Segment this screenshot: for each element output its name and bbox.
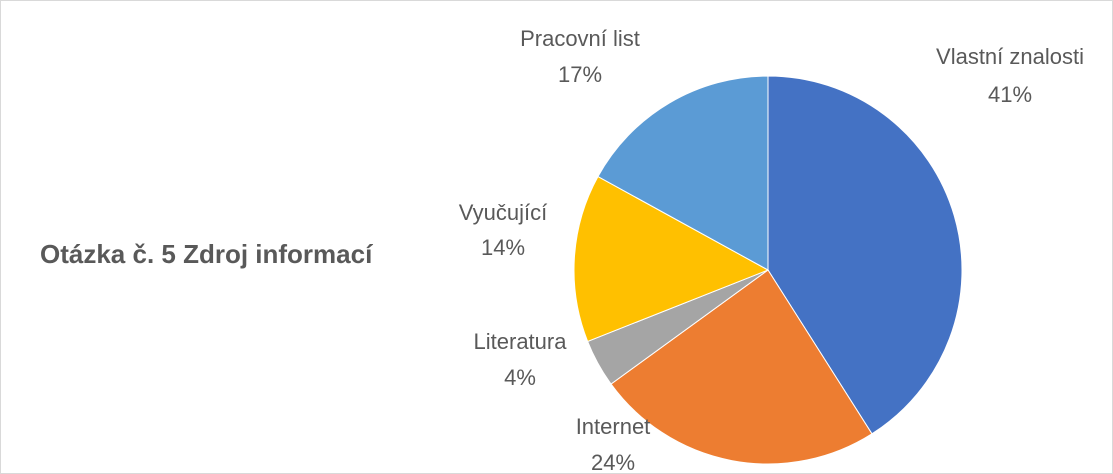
slice-label: Literatura: [474, 329, 568, 354]
chart-title: Otázka č. 5 Zdroj informací: [40, 239, 373, 269]
pie-slice: [597, 75, 769, 271]
slice-label: Vyučující: [459, 200, 547, 225]
pie-slice: [610, 269, 873, 465]
slice-value-label: 17%: [558, 62, 602, 87]
slice-value-label: 4%: [504, 365, 536, 390]
slice-label: Pracovní list: [520, 26, 640, 51]
slice-value-label: 14%: [481, 235, 525, 260]
slice-label: Internet: [576, 414, 651, 439]
pie-slice: [573, 175, 770, 343]
slice-value-label: 24%: [591, 450, 635, 474]
slice-value-label: 41%: [988, 82, 1032, 107]
slice-label: Vlastní znalosti: [936, 44, 1084, 69]
pie-slice: [767, 75, 963, 435]
